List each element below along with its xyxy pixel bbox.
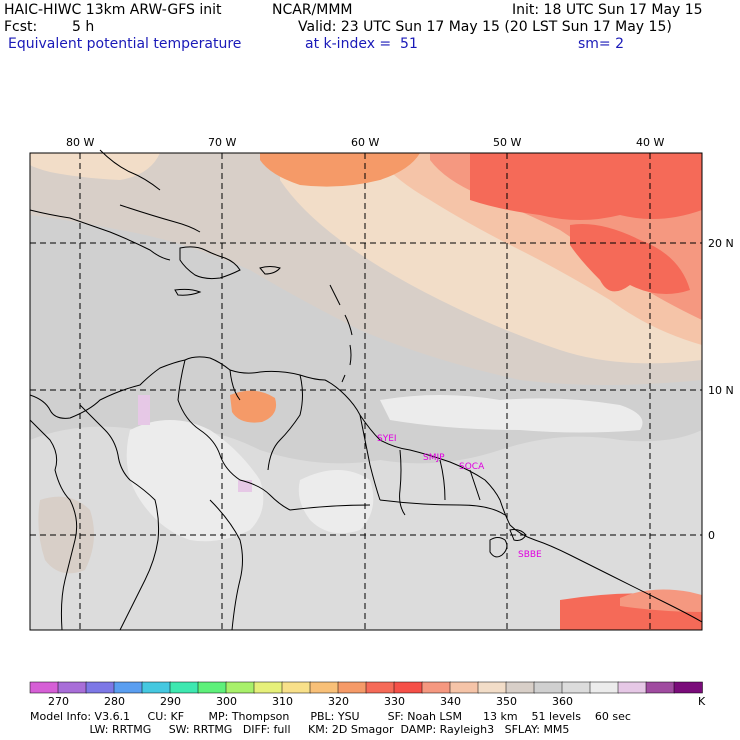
lat-lon-grid bbox=[30, 153, 702, 630]
colorbar-swatch bbox=[113, 681, 143, 694]
lon-label-70w: 70 W bbox=[208, 136, 236, 149]
smoothing-info: sm= 2 bbox=[578, 36, 625, 52]
colorbar-swatch bbox=[309, 681, 339, 694]
map-frame bbox=[29, 152, 703, 631]
colorbar-swatch bbox=[281, 681, 311, 694]
colorbar-tick-label: 300 bbox=[216, 695, 237, 708]
colorbar-swatch bbox=[589, 681, 619, 694]
station-smjp: SMJP bbox=[423, 453, 445, 463]
colorbar-tick-label: 290 bbox=[160, 695, 181, 708]
colorbar-swatch bbox=[29, 681, 59, 694]
level-info: at k-index = 51 bbox=[305, 36, 418, 52]
lon-label-40w: 40 W bbox=[636, 136, 664, 149]
colorbar-swatch bbox=[477, 681, 507, 694]
colorbar-swatch bbox=[645, 681, 675, 694]
colorbar-tick-label: 280 bbox=[104, 695, 125, 708]
lat-label-0: 0 bbox=[708, 529, 715, 542]
model-info-line2: LW: RRTMG SW: RRTMG DIFF: full KM: 2D Sm… bbox=[30, 723, 570, 736]
forecast-label: Fcst: bbox=[4, 19, 38, 35]
colorbar-tick-label: 310 bbox=[272, 695, 293, 708]
init-time: Init: 18 UTC Sun 17 May 15 bbox=[512, 2, 703, 18]
colorbar-tick-label: 330 bbox=[384, 695, 405, 708]
colorbar-swatch bbox=[365, 681, 395, 694]
lon-label-50w: 50 W bbox=[493, 136, 521, 149]
colorbar-swatch bbox=[421, 681, 451, 694]
colorbar-swatch bbox=[449, 681, 479, 694]
colorbar-swatch bbox=[85, 681, 115, 694]
colorbar-swatch bbox=[533, 681, 563, 694]
lat-label-20n: 20 N bbox=[708, 237, 734, 250]
colorbar-swatch bbox=[225, 681, 255, 694]
colorbar-swatch bbox=[673, 681, 703, 694]
forecast-hours: 5 h bbox=[72, 19, 95, 35]
colorbar-swatch bbox=[197, 681, 227, 694]
field-name: Equivalent potential temperature bbox=[8, 36, 242, 52]
colorbar-swatch bbox=[337, 681, 367, 694]
colorbar-tick-label: 340 bbox=[440, 695, 461, 708]
colorbar-swatch bbox=[561, 681, 591, 694]
valid-time: Valid: 23 UTC Sun 17 May 15 (20 LST Sun … bbox=[298, 19, 672, 35]
org-label: NCAR/MMM bbox=[272, 2, 353, 18]
colorbar-tick-label: 350 bbox=[496, 695, 517, 708]
colorbar-swatch bbox=[253, 681, 283, 694]
country-borders bbox=[79, 359, 506, 631]
colorbar bbox=[29, 681, 703, 694]
colorbar-tick-label: 270 bbox=[48, 695, 69, 708]
model-title: HAIC-HIWC 13km ARW-GFS init bbox=[4, 2, 222, 18]
colorbar-swatch bbox=[57, 681, 87, 694]
colorbar-tick-label: 320 bbox=[328, 695, 349, 708]
station-sbbe: SBBE bbox=[518, 550, 542, 560]
lon-label-60w: 60 W bbox=[351, 136, 379, 149]
lat-label-10n: 10 N bbox=[708, 384, 734, 397]
lon-label-80w: 80 W bbox=[66, 136, 94, 149]
colorbar-tick-label: 360 bbox=[552, 695, 573, 708]
colorbar-swatch bbox=[617, 681, 647, 694]
model-info-line1: Model Info: V3.6.1 CU: KF MP: Thompson P… bbox=[30, 710, 631, 723]
theta-e-field bbox=[30, 153, 702, 630]
coastlines bbox=[29, 149, 703, 631]
colorbar-swatch bbox=[505, 681, 535, 694]
colorbar-tick-label: K bbox=[698, 695, 706, 708]
colorbar-swatch bbox=[393, 681, 423, 694]
colorbar-ticks: 270 280 290 300 310 320 330 340 350 360 K bbox=[48, 695, 706, 708]
colorbar-swatch bbox=[169, 681, 199, 694]
colorbar-swatch bbox=[141, 681, 171, 694]
station-syei: SYEI bbox=[377, 434, 397, 444]
station-soca: SOCA bbox=[459, 462, 485, 472]
